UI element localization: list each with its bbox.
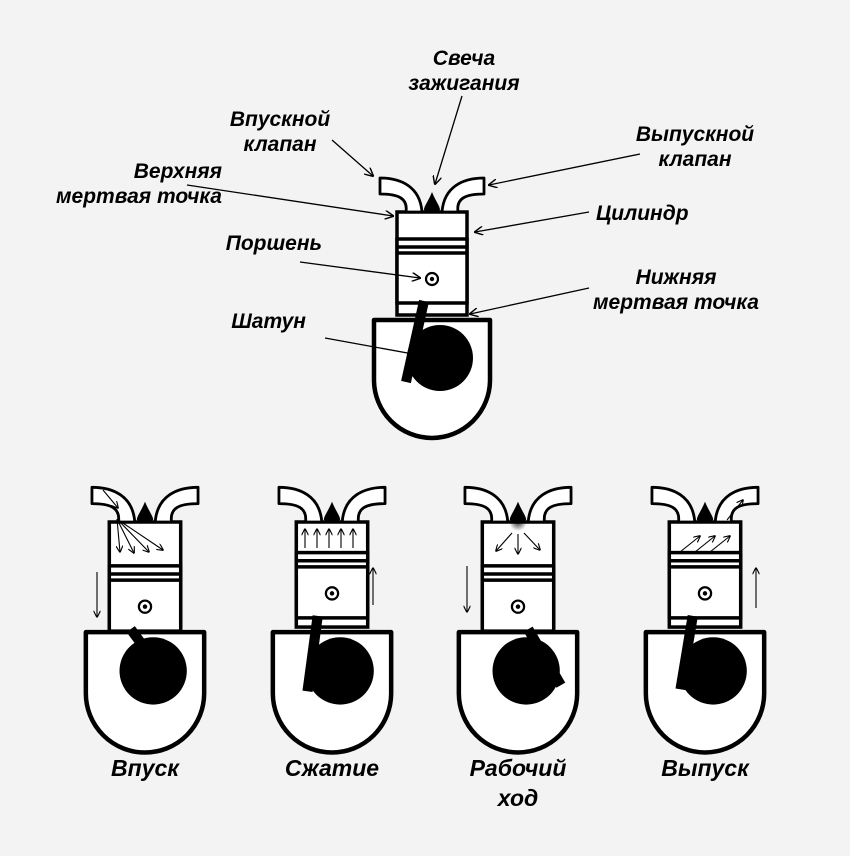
- exhaust-flow-arrow: [726, 500, 743, 521]
- exhaust-port: [713, 485, 760, 524]
- connecting-rod: [675, 615, 698, 691]
- intake-port: [90, 485, 137, 524]
- intake-valve-leader: [331, 139, 373, 176]
- flow-arrow: [116, 518, 149, 552]
- piston: [667, 550, 743, 620]
- connecting-rod-leader: [324, 337, 424, 356]
- stroke-caption-exhaust: Выпуск: [661, 755, 749, 781]
- intake-port: [378, 176, 424, 214]
- exhaust-valve-label: Выпускной клапан: [635, 123, 755, 171]
- crankshaft-disc: [306, 637, 374, 705]
- wrist-pin-center: [515, 604, 521, 609]
- exhaust-flow-arrow: [679, 536, 700, 553]
- exhaust-stroke-engine: [643, 485, 767, 755]
- flow-arrow: [116, 518, 163, 550]
- tdc-label: Верхняя мертвая точка: [55, 160, 222, 208]
- wrist-pin-center: [142, 604, 148, 609]
- spark-plug: [136, 501, 154, 522]
- crankshaft-disc: [407, 325, 473, 391]
- tdc-leader: [186, 184, 393, 216]
- exhaust-port: [526, 485, 573, 524]
- connecting-rod: [401, 299, 429, 384]
- connecting-rod: [126, 626, 172, 683]
- stroke-caption-intake: Впуск: [111, 755, 179, 781]
- exhaust-flow-arrow: [694, 536, 715, 553]
- wrist-pin-center: [702, 591, 708, 596]
- connecting-rod-label: Шатун: [231, 310, 306, 333]
- bdc-leader: [470, 287, 590, 314]
- spark-plug: [323, 501, 341, 522]
- piston-leader: [299, 261, 420, 278]
- power-stroke-engine: [456, 485, 580, 755]
- compression-stroke-engine: [270, 485, 394, 755]
- spark-plug: [696, 501, 714, 522]
- spark-plug-label: Свеча зажигания: [408, 47, 520, 95]
- intake-port: [650, 485, 697, 524]
- ignition-flash: [509, 513, 527, 531]
- crankshaft-disc: [679, 637, 747, 705]
- main-engine: [371, 176, 493, 441]
- piston-label: Поршень: [225, 232, 322, 255]
- exhaust-valve-leader: [489, 153, 641, 185]
- crankshaft-disc: [119, 637, 187, 705]
- piston: [395, 237, 469, 305]
- intake-port: [277, 485, 324, 524]
- exhaust-port: [153, 485, 200, 524]
- piston: [480, 564, 556, 633]
- piston: [107, 564, 183, 633]
- piston: [294, 550, 370, 620]
- spark-plug-leader: [435, 95, 463, 184]
- spark-plug: [424, 192, 440, 212]
- exhaust-port: [340, 485, 387, 524]
- intake-valve-label: Впускной клапан: [229, 108, 331, 156]
- wrist-pin-center: [429, 276, 435, 282]
- connecting-rod: [302, 615, 323, 693]
- stroke-caption-power: Рабочий ход: [469, 755, 567, 811]
- expansion-arrow: [496, 532, 513, 551]
- expansion-arrow: [523, 532, 540, 550]
- exhaust-port: [440, 176, 486, 214]
- intake-stroke-engine: [83, 485, 207, 755]
- cylinder-leader: [475, 211, 590, 232]
- cylinder-label: Цилиндр: [596, 202, 689, 225]
- flow-arrow: [116, 518, 134, 553]
- flow-arrow: [102, 489, 118, 508]
- connecting-rod: [523, 626, 566, 688]
- exhaust-flow-arrow: [709, 536, 730, 553]
- stroke-caption-compression: Сжатие: [284, 755, 380, 781]
- flow-arrow: [117, 518, 120, 552]
- intake-port: [463, 485, 510, 524]
- bdc-label: Нижняя мертвая точка: [592, 266, 759, 314]
- wrist-pin-center: [329, 591, 335, 596]
